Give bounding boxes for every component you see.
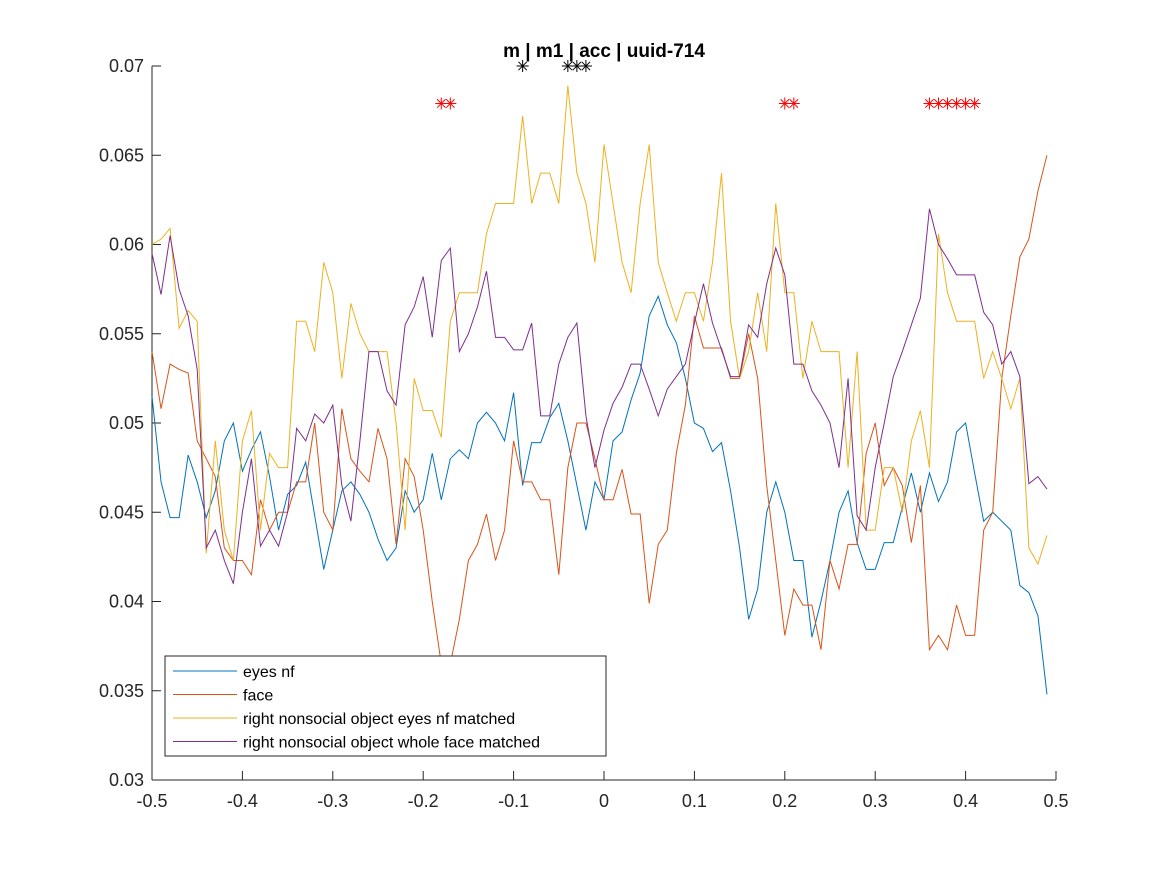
star-stroke [924,98,934,109]
series-line [151,85,1048,566]
star-marker [959,97,972,110]
y-tick-label: 0.04 [109,592,144,612]
star-stroke [572,61,582,71]
star-marker [444,97,457,110]
star-marker [787,97,800,110]
star-marker [516,60,529,72]
star-stroke [933,98,944,109]
x-tick-label: -0.5 [136,791,167,811]
series-line [151,294,1048,695]
x-tick-label: -0.4 [227,791,258,811]
y-tick-label: 0.03 [109,770,144,790]
legend-label: right nonsocial object eyes nf matched [243,711,515,728]
star-stroke [445,98,455,109]
x-tick-label: 0.4 [953,791,978,811]
x-tick-label: 0.1 [682,791,707,811]
y-tick-label: 0.035 [99,681,144,701]
star-stroke [952,98,962,109]
legend-label: right nonsocial object whole face matche… [243,735,540,752]
star-marker [579,60,592,72]
legend-box [164,655,607,757]
star-stroke [789,98,799,109]
legend-label: eyes nf [243,664,295,681]
series-line [151,155,1048,665]
y-tick-label: 0.07 [109,56,144,76]
x-tick-label: 0.5 [1043,791,1068,811]
y-tick-label: 0.05 [109,413,144,433]
star-marker [968,97,981,110]
x-tick-label: -0.3 [317,791,348,811]
legend-label: face [243,688,273,705]
y-tick-label: 0.055 [99,324,144,344]
x-tick-label: 0 [599,791,609,811]
star-stroke [961,98,971,109]
star-stroke [518,61,528,71]
star-stroke [436,98,446,109]
star-stroke [970,98,980,109]
star-stroke [780,98,790,109]
x-tick-label: -0.2 [408,791,439,811]
y-tick-label: 0.045 [99,502,144,522]
y-tick-label: 0.065 [99,145,144,165]
series-line [151,208,1048,584]
x-tick-label: 0.2 [772,791,797,811]
star-stroke [581,61,591,71]
star-marker [932,97,945,110]
chart-title: m | m1 | acc | uuid-714 [503,41,705,62]
x-tick-label: -0.1 [498,791,529,811]
star-stroke [942,98,953,109]
y-tick-label: 0.06 [109,235,144,255]
x-tick-label: 0.3 [863,791,888,811]
star-stroke [563,61,573,71]
